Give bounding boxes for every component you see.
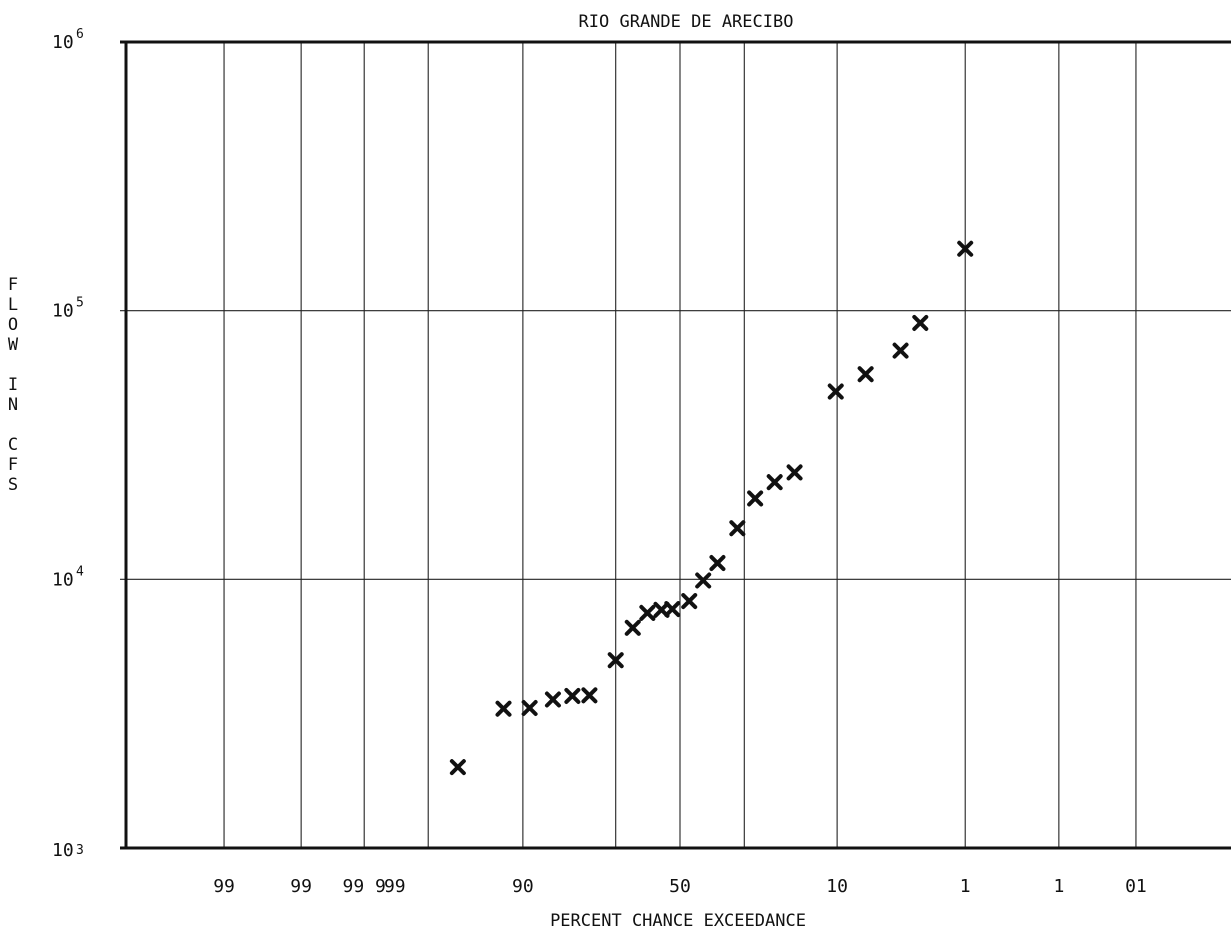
x-tick-label-1: 99 <box>290 876 312 897</box>
y-axis-title-letter-10: S <box>8 475 18 495</box>
data-point-19 <box>857 366 874 383</box>
x-tick-label-2: 99 9 <box>343 876 386 897</box>
data-point-0 <box>449 759 466 776</box>
y-axis-title-letter-0: F <box>8 275 18 295</box>
data-point-1 <box>495 700 512 717</box>
data-point-18 <box>827 383 844 400</box>
x-tick-label-3: 99 <box>384 876 406 897</box>
y-tick-base: 10 <box>52 569 74 590</box>
y-tick-exp: 3 <box>76 843 84 858</box>
y-tick-exp: 5 <box>76 296 84 311</box>
data-point-4 <box>564 687 581 704</box>
y-tick-label-2: 10 5 <box>52 296 84 322</box>
data-point-5 <box>581 687 598 704</box>
data-point-3 <box>544 691 561 708</box>
y-tick-label-0: 10 3 <box>52 840 84 861</box>
plot-frame <box>120 40 1231 850</box>
y-tick-label-3: 10 6 <box>52 27 84 53</box>
y-axis-title-letter-2: O <box>8 315 18 335</box>
x-tick-label-6: 10 <box>826 876 848 897</box>
x-tick-labels: 99 99 99 999 90 50 10 1 1 01 <box>213 876 1147 897</box>
data-point-16 <box>766 474 783 491</box>
chart-title: RIO GRANDE DE ARECIBO <box>579 12 794 32</box>
data-points <box>449 240 974 776</box>
x-axis-title: PERCENT CHANCE EXCEEDANCE <box>550 911 806 931</box>
x-tick-label-8: 1 <box>1053 876 1064 897</box>
data-point-14 <box>729 520 746 537</box>
grid <box>120 42 1231 848</box>
y-axis-title-letter-8: C <box>8 435 18 455</box>
data-point-2 <box>521 699 538 716</box>
data-point-10 <box>664 601 681 618</box>
y-tick-base: 10 <box>52 301 74 322</box>
y-tick-label-1: 10 4 <box>52 564 84 590</box>
y-axis-title-letter-6: N <box>8 395 18 415</box>
x-tick-label-0: 99 <box>213 876 235 897</box>
data-point-21 <box>912 314 929 331</box>
y-tick-base: 10 <box>52 32 74 53</box>
x-tick-label-5: 50 <box>669 876 691 897</box>
y-axis-title-letter-1: L <box>8 295 18 315</box>
data-point-13 <box>709 555 726 572</box>
y-tick-exp: 6 <box>76 27 84 42</box>
data-point-22 <box>957 240 974 257</box>
data-point-15 <box>747 490 764 507</box>
data-point-12 <box>695 572 712 589</box>
y-axis-title-letter-5: I <box>8 375 18 395</box>
data-point-7 <box>624 619 641 636</box>
y-tick-exp: 4 <box>76 564 84 579</box>
y-axis-title-letter-3: W <box>8 335 19 355</box>
data-point-6 <box>607 652 624 669</box>
x-tick-label-7: 1 <box>960 876 971 897</box>
y-axis-title-letter-9: F <box>8 455 18 475</box>
x-tick-label-9: 01 <box>1125 876 1147 897</box>
data-point-17 <box>786 464 803 481</box>
x-tick-label-4: 90 <box>512 876 534 897</box>
data-point-11 <box>681 593 698 610</box>
data-point-20 <box>892 342 909 359</box>
data-point-8 <box>639 604 656 621</box>
y-tick-base: 10 <box>52 840 74 861</box>
